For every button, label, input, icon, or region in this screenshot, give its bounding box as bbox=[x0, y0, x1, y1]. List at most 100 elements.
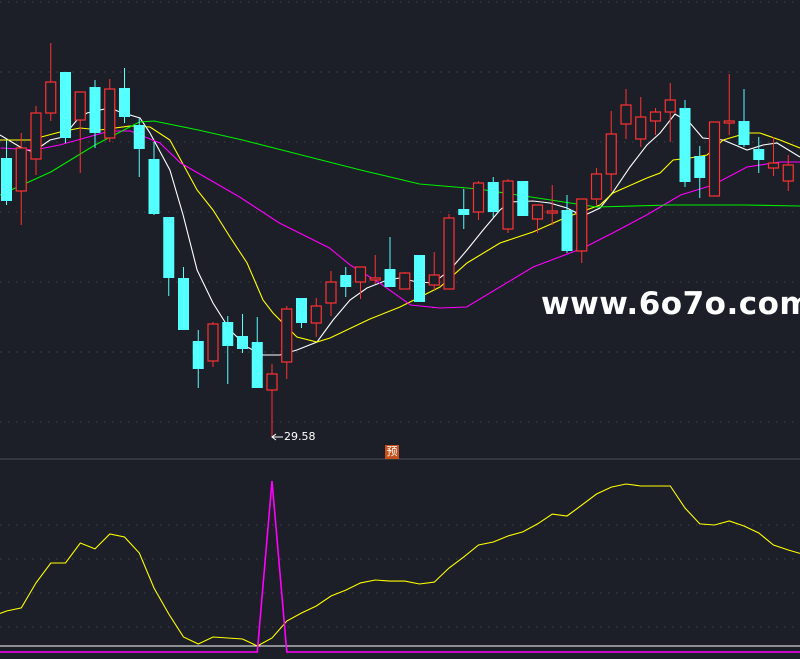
candle-up bbox=[310, 298, 322, 337]
candle-up bbox=[207, 322, 219, 367]
candle-body bbox=[664, 99, 676, 113]
ma-line-ma60 bbox=[0, 120, 800, 208]
candle-body bbox=[694, 156, 706, 178]
candle-body bbox=[620, 104, 632, 125]
indicator-panel bbox=[0, 480, 800, 653]
candle-body bbox=[60, 72, 71, 138]
pre-badge[interactable]: 预 bbox=[385, 445, 399, 459]
candle-down bbox=[133, 118, 145, 177]
candle-up bbox=[399, 272, 411, 290]
candle-body bbox=[635, 116, 647, 140]
candle-down bbox=[119, 68, 130, 123]
candle-up bbox=[531, 204, 544, 233]
candle-up bbox=[708, 121, 721, 197]
indicator-gridlines bbox=[0, 524, 800, 628]
candle-body bbox=[767, 162, 780, 169]
candle-down bbox=[1, 140, 12, 205]
candle-body bbox=[428, 274, 440, 286]
candle-up bbox=[443, 214, 455, 290]
candle-body bbox=[119, 88, 130, 117]
candle-body bbox=[237, 336, 248, 349]
candle-body bbox=[458, 209, 470, 215]
price-gridlines bbox=[0, 1, 800, 423]
candle-up bbox=[472, 181, 485, 220]
candle-up bbox=[15, 133, 27, 225]
candle-body bbox=[296, 298, 307, 323]
candle-body bbox=[576, 198, 588, 252]
candle-body bbox=[251, 342, 263, 388]
candle-body bbox=[399, 272, 411, 290]
candle-down bbox=[458, 189, 470, 229]
candle-body bbox=[30, 112, 42, 160]
candle-body bbox=[266, 373, 278, 391]
candle-down bbox=[738, 89, 750, 147]
candle-body bbox=[487, 182, 499, 212]
candle-body bbox=[561, 210, 573, 251]
candle-down bbox=[222, 316, 234, 384]
candle-body bbox=[546, 210, 558, 214]
candle-body bbox=[472, 182, 485, 213]
candle-body bbox=[133, 125, 145, 149]
low-arrow-icon bbox=[271, 433, 283, 441]
candle-body bbox=[502, 180, 514, 230]
candle-down bbox=[340, 267, 352, 297]
candle-down bbox=[679, 100, 691, 187]
candle-up bbox=[30, 106, 42, 175]
candle-up bbox=[74, 91, 86, 173]
candle-up bbox=[664, 83, 676, 142]
candle-up bbox=[502, 179, 514, 233]
candle-up bbox=[546, 185, 558, 225]
candle-down bbox=[694, 146, 706, 198]
candle-body bbox=[679, 108, 691, 182]
candle-body bbox=[414, 255, 425, 302]
candle-down bbox=[753, 137, 765, 173]
candle-up bbox=[723, 74, 735, 135]
candle-up bbox=[45, 43, 57, 121]
candle-body bbox=[517, 181, 529, 216]
candle-down bbox=[178, 267, 189, 330]
candle-down bbox=[89, 80, 101, 148]
candle-down bbox=[384, 237, 396, 287]
candle-up bbox=[369, 255, 381, 284]
candle-body bbox=[531, 204, 544, 220]
candle-body bbox=[738, 121, 750, 145]
candle-up bbox=[266, 364, 278, 437]
candle-body bbox=[163, 217, 175, 278]
candle-down bbox=[192, 330, 204, 388]
indicator-line bbox=[0, 483, 800, 647]
candle-up bbox=[620, 89, 632, 139]
candle-body bbox=[74, 91, 86, 121]
candle-body bbox=[178, 278, 189, 330]
candle-up bbox=[428, 252, 440, 290]
candle-down bbox=[163, 217, 175, 296]
candle-up bbox=[649, 108, 662, 135]
candle-body bbox=[281, 308, 293, 363]
candle-body bbox=[649, 111, 662, 122]
candle-body bbox=[605, 133, 617, 175]
candle-up bbox=[281, 306, 293, 379]
candle-body bbox=[384, 269, 396, 287]
candle-body bbox=[310, 305, 322, 324]
candle-down bbox=[414, 255, 425, 302]
candle-up bbox=[605, 111, 617, 191]
candle-down bbox=[148, 142, 160, 215]
candle-down bbox=[237, 314, 248, 353]
candle-body bbox=[222, 322, 234, 346]
indicator-signal-line bbox=[0, 480, 800, 653]
candle-body bbox=[15, 147, 27, 192]
candle-body bbox=[354, 266, 367, 283]
candle-up bbox=[590, 168, 603, 205]
candle-down bbox=[296, 298, 307, 328]
candle-body bbox=[369, 277, 381, 281]
candle-up bbox=[354, 266, 367, 299]
candle-body bbox=[443, 217, 455, 290]
candle-up bbox=[325, 271, 337, 316]
candle-down bbox=[60, 72, 71, 143]
candle-down bbox=[517, 181, 529, 216]
candle-body bbox=[89, 87, 101, 133]
candle-body bbox=[708, 121, 721, 197]
candle-body bbox=[104, 88, 116, 139]
candle-body bbox=[782, 164, 794, 182]
candle-body bbox=[340, 275, 352, 287]
